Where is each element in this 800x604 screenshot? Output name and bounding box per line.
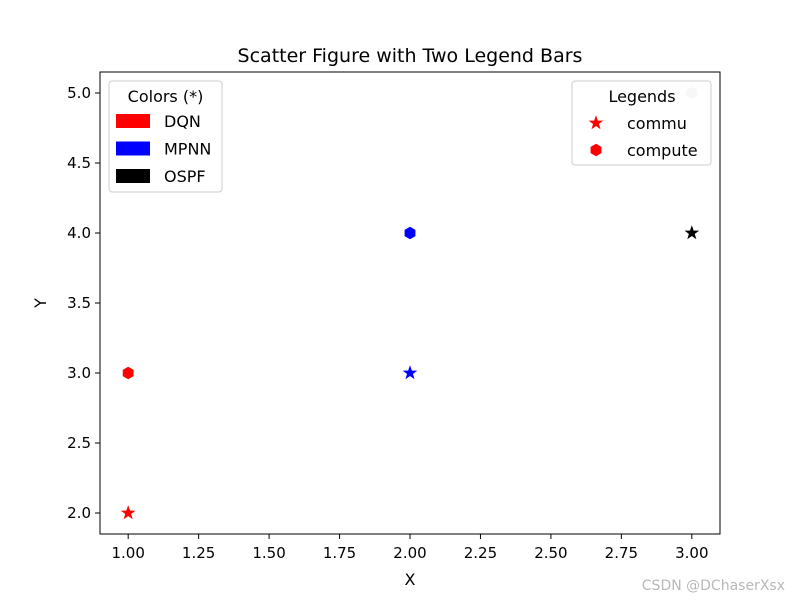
y-tick-label: 4.0 — [67, 224, 91, 242]
legend-marker-symbol — [590, 143, 602, 157]
x-tick-label: 1.50 — [252, 544, 285, 562]
y-tick-label: 3.5 — [67, 294, 91, 312]
legend-markers-frame — [571, 80, 712, 166]
x-tick-label: 1.00 — [111, 544, 144, 562]
y-tick-label: 5.0 — [67, 84, 91, 102]
chart-title: Scatter Figure with Two Legend Bars — [238, 45, 583, 67]
x-tick-label: 1.25 — [182, 544, 215, 562]
data-point-star — [402, 365, 418, 380]
legend-colors: Colors (*) DQN MPNN OSPF — [108, 80, 223, 193]
y-tick-label: 2.0 — [67, 504, 91, 522]
y-axis-ticks: 2.0 2.5 3.0 3.5 4.0 4.5 5.0 — [67, 84, 100, 522]
y-tick-label: 2.5 — [67, 434, 91, 452]
x-tick-label: 2.00 — [393, 544, 426, 562]
legend-color-label: OSPF — [164, 167, 206, 186]
x-axis-label: X — [405, 570, 416, 589]
x-axis-ticks: 1.00 1.25 1.50 1.75 2.00 2.25 2.50 2.75 3.00 — [111, 534, 709, 562]
y-tick-label: 3.0 — [67, 364, 91, 382]
x-tick-label: 3.00 — [675, 544, 708, 562]
legend-marker-symbol — [588, 115, 604, 130]
x-tick-label: 1.75 — [323, 544, 356, 562]
watermark-text: CSDN @DChaserXsx — [642, 578, 785, 594]
legend-color-swatch — [116, 169, 150, 183]
data-point-hexagon — [404, 226, 416, 240]
legend-colors-frame — [108, 80, 223, 193]
legend-markers: Legends commu compute — [571, 80, 712, 166]
legend-color-swatch — [116, 141, 150, 156]
data-point-star — [684, 225, 700, 240]
legend-marker-label: compute — [627, 141, 698, 160]
legend-color-label: DQN — [164, 112, 201, 131]
data-point-star — [120, 505, 136, 520]
legend-markers-title: Legends — [608, 87, 675, 106]
x-tick-label: 2.50 — [534, 544, 567, 562]
legend-markers-entries: commu compute — [588, 114, 698, 160]
y-axis-label: Y — [31, 298, 50, 309]
y-tick-label: 4.5 — [67, 154, 91, 172]
legend-colors-title: Colors (*) — [128, 87, 204, 106]
legend-colors-entries: DQN MPNN OSPF — [116, 112, 211, 186]
data-point-hexagon — [122, 366, 134, 380]
legend-color-label: MPNN — [164, 140, 211, 159]
x-tick-label: 2.75 — [605, 544, 638, 562]
legend-marker-label: commu — [627, 114, 687, 133]
legend-color-swatch — [116, 114, 150, 128]
x-tick-label: 2.25 — [464, 544, 497, 562]
